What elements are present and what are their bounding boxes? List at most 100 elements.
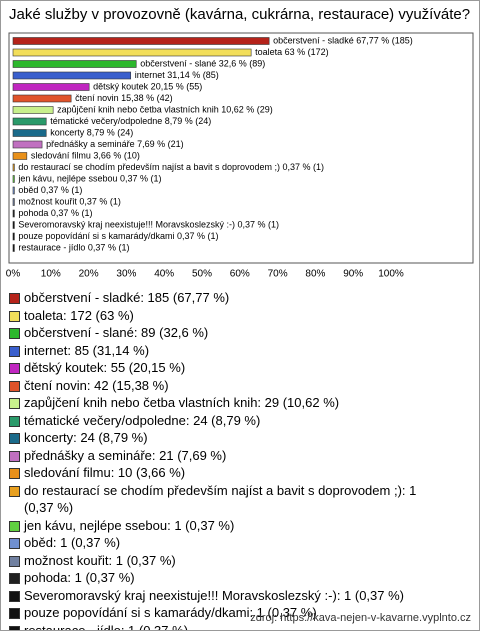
legend-swatch xyxy=(9,433,20,444)
legend-label: restaurace - jídlo: 1 (0,37 %) xyxy=(24,622,189,631)
legend-label: do restaurací se chodím především najíst… xyxy=(24,482,417,516)
legend-item: pouze popovídání si s kamarády/dkami: 1 … xyxy=(9,604,419,622)
legend-label: Severomoravský kraj neexistuje!!! Moravs… xyxy=(24,587,405,603)
legend-item: občerstvení - slané: 89 (32,6 %) xyxy=(9,324,419,342)
bar-label: občerstvení - sladké 67,77 % (185) xyxy=(273,35,413,45)
bar xyxy=(12,175,15,183)
legend-item: restaurace - jídlo: 1 (0,37 %) xyxy=(9,622,419,631)
legend-swatch xyxy=(9,328,20,339)
legend-item: možnost kouřit: 1 (0,37 %) xyxy=(9,552,419,570)
bar-label: oběd 0,37 % (1) xyxy=(18,185,82,195)
bar-label: zapůjčení knih nebo četba vlastních knih… xyxy=(57,104,273,114)
legend-item: občerstvení - sladké: 185 (67,77 %) xyxy=(9,289,419,307)
legend-label: pohoda: 1 (0,37 %) xyxy=(24,570,135,585)
x-tick-label: 40% xyxy=(154,269,174,280)
legend-label: občerstvení - slané: 89 (32,6 %) xyxy=(24,325,209,340)
legend-item: zapůjčení knih nebo četba vlastních knih… xyxy=(9,394,419,412)
legend-item: pohoda: 1 (0,37 %) xyxy=(9,569,419,587)
bar xyxy=(12,221,15,229)
bar-label: možnost kouřit 0,37 % (1) xyxy=(18,196,121,206)
bar xyxy=(12,198,15,206)
x-tick-label: 60% xyxy=(230,269,250,280)
legend-item: přednášky a semináře: 21 (7,69 %) xyxy=(9,447,419,465)
bar-label: jen kávu, nejlépe ssebou 0,37 % (1) xyxy=(17,173,161,183)
bar xyxy=(12,37,270,45)
bar xyxy=(12,71,132,80)
legend-item: koncerty: 24 (8,79 %) xyxy=(9,429,419,447)
bar xyxy=(12,117,47,126)
legend-label: čtení novin: 42 (15,38 %) xyxy=(24,377,169,393)
legend-label: toaleta: 172 (63 %) xyxy=(24,307,134,323)
legend: občerstvení - sladké: 185 (67,77 %) toale… xyxy=(9,289,419,631)
legend-label: zapůjčení knih nebo četba vlastních knih… xyxy=(24,395,340,410)
legend-swatch xyxy=(9,485,20,497)
bar-label: pouze popovídání si s kamarády/dkami 0,3… xyxy=(18,231,218,241)
legend-swatch xyxy=(9,310,20,322)
x-tick-label: 30% xyxy=(116,269,136,280)
legend-item: sledování filmu: 10 (3,66 %) xyxy=(9,464,419,482)
bar xyxy=(12,48,252,57)
legend-swatch xyxy=(9,538,20,549)
bar xyxy=(12,152,28,160)
chart-title: Jaké služby v provozovně (kavárna, cukrá… xyxy=(9,6,470,23)
legend-swatch xyxy=(9,363,20,374)
legend-swatch xyxy=(9,293,20,304)
legend-item: toaleta: 172 (63 %) xyxy=(9,307,419,325)
bar-label: čtení novin 15,38 % (42) xyxy=(75,93,173,103)
legend-swatch xyxy=(9,450,20,462)
legend-label: přednášky a semináře: 21 (7,69 %) xyxy=(24,447,227,463)
bar xyxy=(12,244,15,252)
bar-label: do restaurací se chodím především najíst… xyxy=(18,162,324,172)
bar-label: internet 31,14 % (85) xyxy=(135,70,219,80)
legend-swatch xyxy=(9,468,20,479)
legend-label: občerstvení - sladké: 185 (67,77 %) xyxy=(24,290,230,305)
x-tick-label: 70% xyxy=(268,269,288,280)
legend-item: Severomoravský kraj neexistuje!!! Moravs… xyxy=(9,587,419,605)
bar xyxy=(12,129,47,137)
x-tick-label: 10% xyxy=(41,269,61,280)
bar-label: restaurace - jídlo 0,37 % (1) xyxy=(18,242,129,252)
legend-swatch xyxy=(9,555,20,567)
bar-label: přednášky a semináře 7,69 % (21) xyxy=(46,139,184,149)
legend-item: internet: 85 (31,14 %) xyxy=(9,342,419,360)
bar-label: koncerty 8,79 % (24) xyxy=(50,127,133,137)
plot-frame xyxy=(8,32,474,264)
bar xyxy=(12,106,54,114)
legend-swatch xyxy=(9,608,20,619)
legend-item: tématické večery/odpoledne: 24 (8,79 %) xyxy=(9,412,419,430)
legend-swatch xyxy=(9,345,20,357)
legend-label: koncerty: 24 (8,79 %) xyxy=(24,430,148,445)
legend-item: do restaurací se chodím především najíst… xyxy=(9,482,419,517)
legend-label: sledování filmu: 10 (3,66 %) xyxy=(24,465,186,480)
source: zdroj: https://kava-nejen-v-kavarne.vypl… xyxy=(250,612,471,624)
bar xyxy=(12,232,15,241)
bar-label: toaleta 63 % (172) xyxy=(255,47,329,57)
legend-item: jen kávu, nejlépe ssebou: 1 (0,37 %) xyxy=(9,517,419,535)
x-tick-label: 80% xyxy=(305,269,325,280)
legend-label: jen kávu, nejlépe ssebou: 1 (0,37 %) xyxy=(24,517,235,533)
bar xyxy=(12,140,43,149)
legend-label: pouze popovídání si s kamarády/dkami: 1 … xyxy=(24,605,317,620)
bar-label: Severomoravský kraj neexistuje!!! Moravs… xyxy=(18,219,279,229)
bar-label: občerstvení - slané 32,6 % (89) xyxy=(140,58,265,68)
legend-label: internet: 85 (31,14 %) xyxy=(24,342,150,358)
bar-label: sledování filmu 3,66 % (10) xyxy=(31,150,140,160)
legend-swatch xyxy=(9,380,20,392)
legend-swatch xyxy=(9,625,20,630)
legend-label: oběd: 1 (0,37 %) xyxy=(24,535,121,550)
x-tick-label: 50% xyxy=(192,269,212,280)
legend-label: dětský koutek: 55 (20,15 %) xyxy=(24,360,186,375)
legend-item: oběd: 1 (0,37 %) xyxy=(9,534,419,552)
legend-label: možnost kouřit: 1 (0,37 %) xyxy=(24,552,176,568)
bar xyxy=(12,94,72,103)
x-tick-label: 100% xyxy=(378,269,404,280)
legend-swatch xyxy=(9,398,20,409)
legend-label: tématické večery/odpoledne: 24 (8,79 %) xyxy=(24,412,261,428)
bar xyxy=(12,83,90,91)
legend-item: čtení novin: 42 (15,38 %) xyxy=(9,377,419,395)
bar xyxy=(12,209,15,218)
x-tick-label: 90% xyxy=(343,269,363,280)
bar-label: pohoda 0,37 % (1) xyxy=(18,208,92,218)
bar xyxy=(12,60,137,68)
